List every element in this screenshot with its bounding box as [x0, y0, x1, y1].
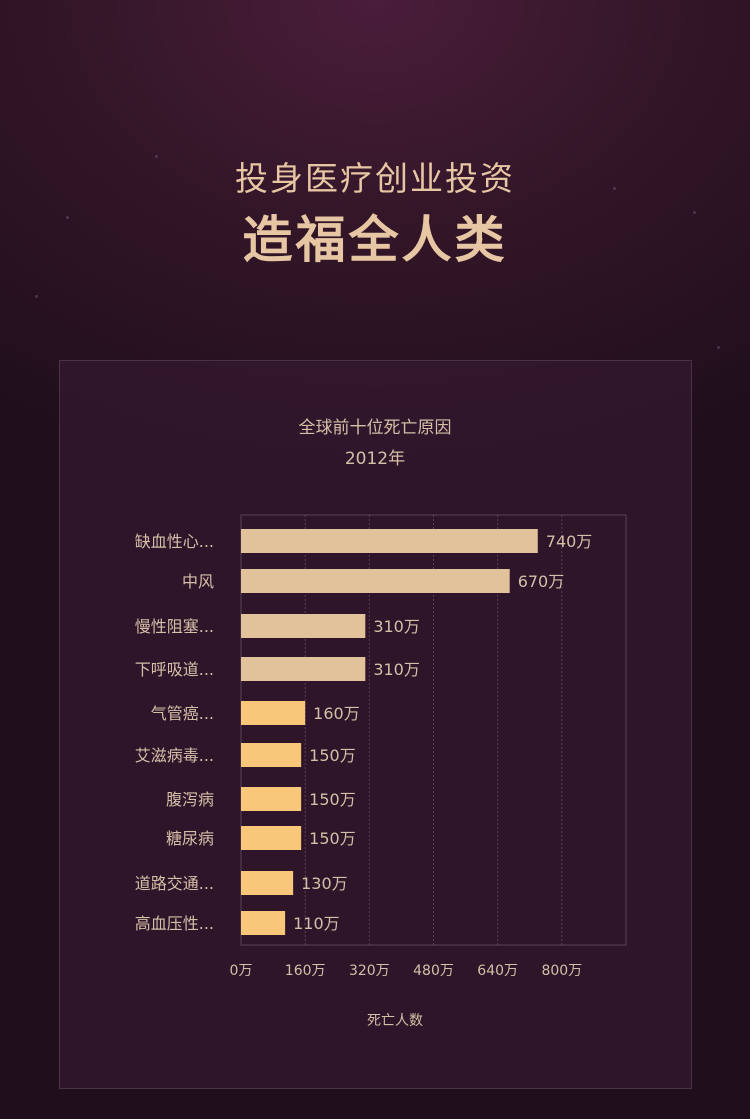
- x-tick-label: 800万: [541, 963, 582, 979]
- x-tick-label: 0万: [230, 963, 253, 979]
- category-label: 道路交通...: [135, 874, 214, 893]
- category-label: 高血压性...: [135, 914, 214, 933]
- value-label: 310万: [373, 660, 420, 679]
- bar: [241, 787, 302, 811]
- value-label: 130万: [301, 874, 348, 893]
- category-label: 慢性阻塞...: [135, 617, 214, 636]
- chart-subtitle: 2012年: [344, 449, 406, 469]
- x-tick-label: 640万: [477, 963, 518, 979]
- bar: [241, 529, 538, 553]
- value-label: 150万: [309, 829, 356, 848]
- bar: [241, 614, 366, 638]
- chart-panel: [59, 360, 692, 1089]
- value-label: 110万: [293, 914, 340, 933]
- value-label: 310万: [373, 617, 420, 636]
- x-tick-label: 320万: [349, 963, 390, 979]
- bar: [241, 911, 286, 935]
- x-tick-label: 480万: [413, 963, 454, 979]
- value-label: 160万: [313, 704, 360, 723]
- category-label: 缺血性心...: [135, 532, 214, 551]
- bar: [241, 657, 366, 681]
- x-tick-label: 160万: [285, 963, 326, 979]
- value-label: 150万: [309, 790, 356, 809]
- value-label: 740万: [546, 532, 593, 551]
- value-label: 150万: [309, 746, 356, 765]
- category-label: 气管癌...: [151, 704, 214, 723]
- headline-title: 造福全人类: [242, 211, 508, 269]
- value-label: 670万: [518, 572, 565, 591]
- bar: [241, 569, 510, 593]
- category-label: 下呼吸道...: [135, 660, 214, 679]
- bar: [241, 826, 302, 850]
- category-label: 糖尿病: [166, 829, 214, 848]
- category-label: 艾滋病毒...: [135, 746, 214, 765]
- bar: [241, 871, 294, 895]
- headline-subtitle: 投身医疗创业投资: [235, 159, 515, 198]
- x-axis-label: 死亡人数: [367, 1013, 423, 1029]
- bar: [241, 701, 306, 725]
- category-label: 中风: [182, 572, 214, 591]
- chart-title: 全球前十位死亡原因: [298, 418, 452, 438]
- category-label: 腹泻病: [166, 790, 214, 809]
- bar: [241, 743, 302, 767]
